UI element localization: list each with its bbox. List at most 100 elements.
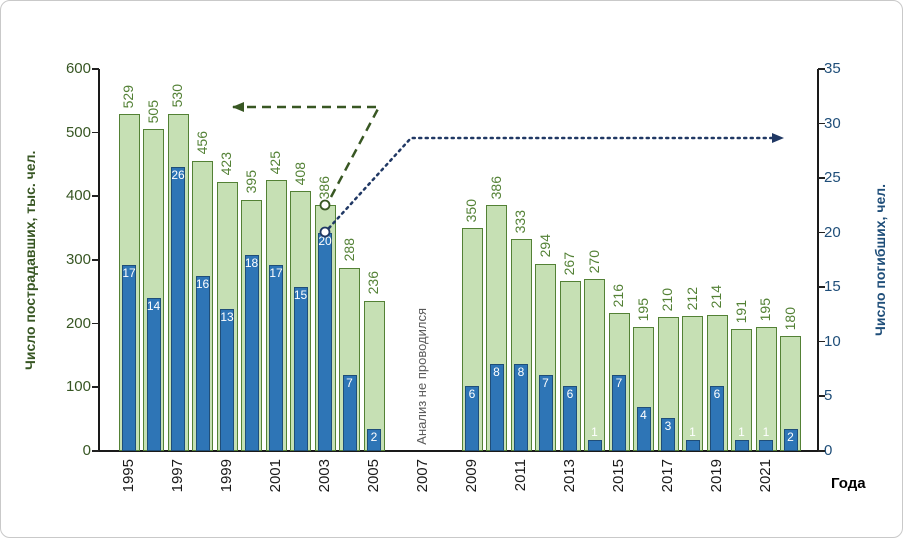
x-tick-2011: 2011 — [512, 459, 529, 492]
left-axis-tick-mark — [92, 68, 99, 70]
x-tick-2001: 2001 — [267, 459, 284, 493]
right-axis-line — [817, 69, 819, 452]
injured-value-2020: 191 — [732, 300, 749, 324]
right-axis-tick-label-25: 25 — [824, 169, 841, 187]
x-tick-2005: 2005 — [365, 459, 382, 493]
deaths-bar-2001 — [269, 265, 283, 451]
x-axis-title: Года — [831, 475, 866, 492]
deaths-value-2021: 1 — [762, 425, 770, 440]
deaths-bar-2017 — [661, 418, 675, 451]
x-tick-2019: 2019 — [708, 459, 725, 493]
injured-value-2019: 214 — [708, 285, 724, 309]
deaths-bar-2009 — [465, 385, 479, 451]
deaths-value-2005: 2 — [370, 430, 378, 445]
left-axis-tick-mark — [92, 131, 99, 134]
left-axis-tick-label-100: 100 — [65, 378, 91, 396]
deaths-bar-2003 — [318, 232, 332, 451]
deaths-value-2018: 1 — [689, 425, 696, 440]
x-tick-2015: 2015 — [610, 459, 627, 493]
injured-value-2011: 333 — [512, 209, 528, 233]
x-tick-2013: 2013 — [561, 459, 578, 493]
deaths-bar-2014 — [587, 440, 602, 451]
injured-value-1998: 456 — [193, 131, 210, 155]
deaths-bar-2005 — [367, 429, 381, 451]
deaths-value-2009: 6 — [468, 386, 476, 401]
left-axis-tick-label-600: 600 — [65, 60, 91, 77]
injured-value-2021: 195 — [757, 297, 773, 321]
left-axis-tick-label-400: 400 — [65, 187, 91, 205]
right-axis-tick-mark — [818, 450, 825, 452]
injured-value-2010: 386 — [487, 175, 504, 200]
deaths-bar-2022 — [783, 429, 798, 451]
deaths-bar-2002 — [293, 287, 308, 451]
right-axis-tick-mark — [818, 231, 825, 234]
deaths-bar-2019 — [710, 385, 724, 451]
right-axis-tick-mark — [818, 340, 825, 343]
left-axis-tick-mark — [92, 259, 99, 261]
deaths-bar-1997 — [171, 167, 185, 451]
x-tick-2021: 2021 — [757, 459, 774, 493]
right-axis-tick-label-10: 10 — [824, 332, 841, 350]
deaths-value-2020: 1 — [738, 425, 745, 440]
left-axis-tick-label-200: 200 — [65, 314, 91, 332]
deaths-bar-1996 — [146, 298, 161, 451]
injured-value-2014: 270 — [585, 249, 602, 274]
injured-value-2017: 210 — [659, 287, 675, 312]
deaths-bar-1998 — [195, 276, 210, 451]
deaths-bar-1999 — [220, 309, 234, 451]
injured-value-2016: 195 — [634, 297, 651, 321]
deaths-value-2004: 7 — [346, 375, 353, 390]
deaths-bar-2015 — [612, 374, 626, 451]
right-axis-tick-label-0: 0 — [824, 442, 833, 459]
injured-value-2002: 408 — [291, 161, 308, 186]
x-tick-1999: 1999 — [218, 459, 235, 493]
deaths-value-1999: 13 — [220, 310, 234, 325]
deaths-bar-2016 — [636, 407, 651, 451]
right-axis-tick-label-5: 5 — [824, 387, 833, 405]
gap-note: Анализ не проводился — [414, 308, 429, 445]
right-axis-tick-mark — [818, 68, 825, 70]
blue-dotted-arrow — [327, 133, 785, 230]
left-axis-tick-label-500: 500 — [65, 123, 91, 141]
deaths-value-2000: 18 — [244, 255, 259, 270]
x-tick-2007: 2007 — [414, 459, 431, 493]
left-axis-title: Число пострадавших, тыс. чел. — [22, 150, 38, 370]
deaths-bar-2000 — [244, 254, 259, 451]
left-axis-line — [98, 69, 100, 452]
deaths-value-2011: 8 — [517, 364, 525, 379]
left-axis-tick-label-0: 0 — [82, 442, 91, 459]
injured-value-2004: 288 — [340, 238, 357, 262]
deaths-value-2017: 3 — [664, 419, 672, 434]
injured-value-1995: 529 — [120, 84, 136, 109]
left-axis-tick-label-300: 300 — [65, 251, 91, 268]
injured-value-2022: 180 — [781, 307, 798, 331]
deaths-value-2001: 17 — [269, 266, 283, 281]
deaths-value-2016: 4 — [640, 408, 647, 423]
deaths-value-2010: 8 — [493, 364, 500, 379]
injured-value-2018: 212 — [683, 286, 700, 311]
injured-value-2005: 236 — [365, 271, 381, 295]
x-tick-2003: 2003 — [316, 459, 333, 493]
deaths-value-2003: 20 — [318, 233, 332, 248]
right-axis-tick-mark — [818, 122, 825, 125]
injured-value-2013: 267 — [561, 251, 577, 276]
deaths-bar-2013 — [563, 385, 577, 451]
deaths-bar-2012 — [538, 374, 553, 451]
left-axis-tick-mark — [92, 386, 99, 388]
left-axis-tick-mark — [92, 450, 99, 452]
right-axis-tick-label-20: 20 — [824, 223, 841, 241]
injured-value-1997: 530 — [169, 84, 185, 108]
deaths-bar-2011 — [514, 363, 528, 451]
left-axis-tick-mark — [92, 195, 99, 197]
x-axis-line — [98, 450, 824, 452]
x-tick-1995: 1995 — [120, 459, 137, 493]
deaths-value-1998: 16 — [195, 277, 210, 292]
injured-value-1996: 505 — [144, 100, 161, 124]
deaths-bar-2020 — [734, 440, 749, 451]
deaths-bar-2004 — [342, 374, 357, 451]
injured-value-2012: 294 — [536, 234, 553, 258]
deaths-value-2012: 7 — [542, 375, 549, 390]
injured-value-1999: 423 — [218, 152, 234, 176]
injured-value-2003: 386 — [316, 175, 332, 200]
deaths-bar-2018 — [685, 440, 700, 451]
